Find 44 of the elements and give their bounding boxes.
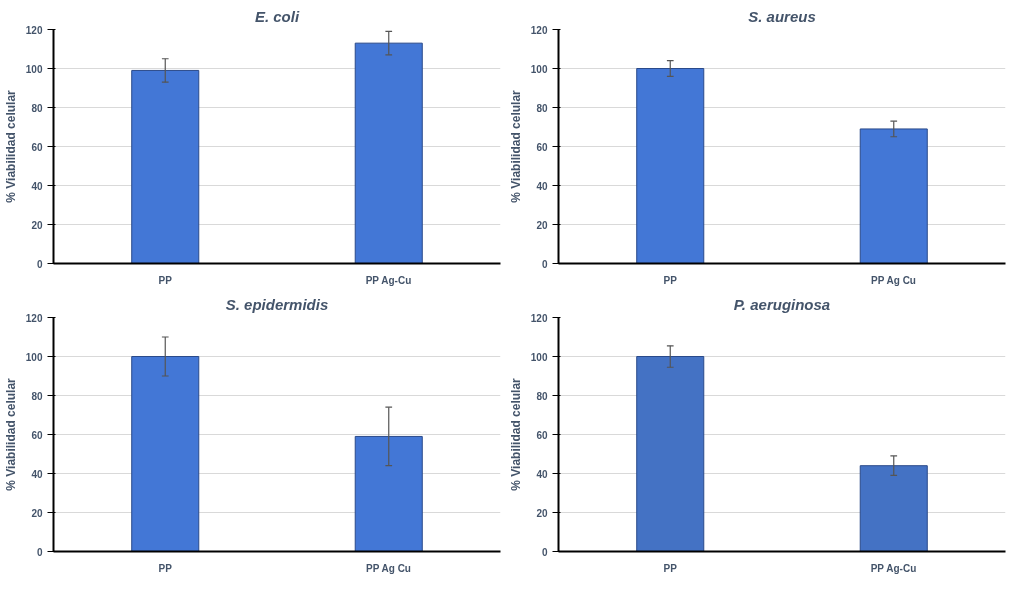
y-axis-title: % Viabilidad celular xyxy=(3,89,18,203)
y-tick-label: 60 xyxy=(536,141,548,153)
y-tick-label: 0 xyxy=(36,258,43,270)
y-tick-label: 60 xyxy=(31,429,43,441)
y-tick-label: 80 xyxy=(31,102,43,114)
y-tick-label: 100 xyxy=(25,351,43,363)
y-tick-label: 120 xyxy=(530,312,548,324)
x-tick-label: PP Ag Cu xyxy=(365,562,411,574)
y-tick-label: 60 xyxy=(31,141,43,153)
y-tick-label: 80 xyxy=(536,390,548,402)
y-tick-label: 100 xyxy=(530,351,548,363)
y-tick-label: 20 xyxy=(536,507,548,519)
y-tick-label: 100 xyxy=(530,63,548,75)
y-tick-label: 100 xyxy=(25,63,43,75)
chart-title: E. coli xyxy=(254,7,300,25)
y-tick-label: 20 xyxy=(536,219,548,231)
y-tick-label: 40 xyxy=(536,180,548,192)
y-axis-title: % Viabilidad celular xyxy=(508,377,523,491)
x-tick-label: PP xyxy=(663,274,678,286)
y-axis-title: % Viabilidad celular xyxy=(508,89,523,203)
y-tick-label: 120 xyxy=(25,24,43,36)
y-tick-label: 60 xyxy=(536,429,548,441)
y-tick-label: 20 xyxy=(31,507,43,519)
x-tick-label: PP Ag Cu xyxy=(870,274,916,286)
y-tick-label: 40 xyxy=(31,180,43,192)
chart-title: P. aeruginosa xyxy=(733,295,831,313)
x-tick-label: PP xyxy=(158,562,173,574)
y-tick-label: 0 xyxy=(541,546,548,558)
y-tick-label: 40 xyxy=(31,468,43,480)
y-tick-label: 20 xyxy=(31,219,43,231)
x-tick-label: PP Ag-Cu xyxy=(365,274,412,286)
x-tick-label: PP xyxy=(663,562,678,574)
chart-title: S. aureus xyxy=(748,7,816,25)
y-tick-label: 40 xyxy=(536,468,548,480)
y-tick-label: 120 xyxy=(530,24,548,36)
y-tick-label: 80 xyxy=(536,102,548,114)
y-tick-label: 0 xyxy=(36,546,43,558)
y-tick-label: 0 xyxy=(541,258,548,270)
y-tick-label: 80 xyxy=(31,390,43,402)
chart-title: S. epidermidis xyxy=(225,295,329,313)
x-tick-label: PP Ag-Cu xyxy=(870,562,917,574)
x-tick-label: PP xyxy=(158,274,173,286)
y-axis-title: % Viabilidad celular xyxy=(3,377,18,491)
y-tick-label: 120 xyxy=(25,312,43,324)
